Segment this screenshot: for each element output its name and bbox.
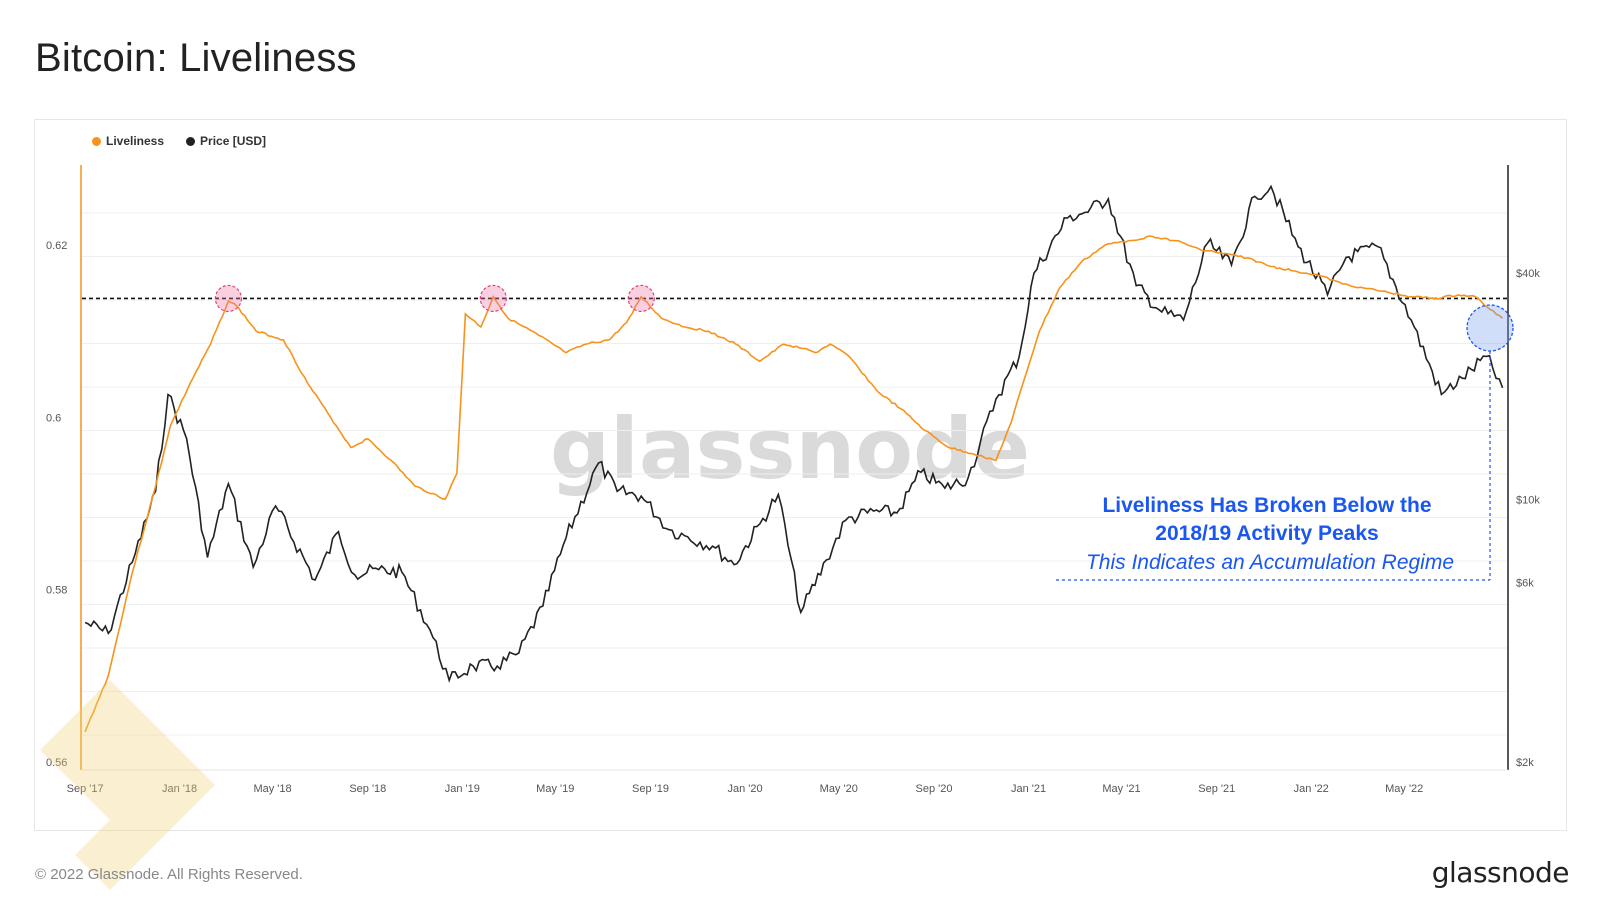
page-title: Bitcoin: Liveliness bbox=[35, 36, 357, 80]
series-line-price bbox=[84, 184, 1504, 683]
y-right-tick-label: $6k bbox=[1516, 578, 1534, 590]
annotation-line-2: 2018/19 Activity Peaks bbox=[1155, 522, 1378, 545]
breakdown-highlight-circle bbox=[1466, 304, 1514, 352]
x-tick-label: Jan '22 bbox=[1294, 783, 1329, 795]
legend: Liveliness Price [USD] bbox=[92, 134, 266, 148]
y-left-tick-label: 0.58 bbox=[46, 585, 67, 597]
x-tick-label: Sep '19 bbox=[632, 783, 669, 795]
x-tick-label: May '20 bbox=[820, 783, 858, 795]
annotation-line-3: This Indicates an Accumulation Regime bbox=[1086, 551, 1454, 574]
chart-frame bbox=[34, 119, 1567, 831]
corner-diamond bbox=[145, 750, 215, 820]
x-tick-label: Jan '18 bbox=[162, 783, 197, 795]
y-right-tick-label: $2k bbox=[1516, 757, 1534, 769]
series-line-liveliness bbox=[84, 235, 1504, 733]
corner-diamond bbox=[110, 715, 180, 785]
corner-diamond bbox=[75, 820, 145, 890]
x-tick-label: May '22 bbox=[1385, 783, 1423, 795]
x-tick-label: May '19 bbox=[536, 783, 574, 795]
footer-copyright: © 2022 Glassnode. All Rights Reserved. bbox=[35, 866, 303, 883]
corner-diamond bbox=[110, 785, 180, 855]
legend-item-price[interactable]: Price [USD] bbox=[186, 134, 266, 148]
x-tick-label: Sep '17 bbox=[67, 783, 104, 795]
x-tick-label: Jan '20 bbox=[727, 783, 762, 795]
x-tick-label: Jan '21 bbox=[1011, 783, 1046, 795]
legend-dot-liveliness bbox=[92, 136, 101, 146]
x-tick-label: Sep '18 bbox=[349, 783, 386, 795]
peak-marker bbox=[479, 284, 507, 313]
footer-logo: glassnode bbox=[1431, 856, 1570, 889]
legend-label-price: Price [USD] bbox=[200, 134, 267, 148]
x-tick-label: May '21 bbox=[1102, 783, 1140, 795]
corner-decoration bbox=[40, 680, 215, 890]
watermark: glassnode bbox=[550, 400, 1030, 498]
corner-diamond bbox=[75, 680, 145, 750]
x-tick-label: Jan '19 bbox=[445, 783, 480, 795]
y-left-tick-label: 0.62 bbox=[46, 240, 67, 252]
corner-diamond bbox=[40, 715, 110, 785]
x-tick-label: Sep '21 bbox=[1198, 783, 1235, 795]
peak-marker bbox=[214, 284, 242, 313]
legend-item-liveliness[interactable]: Liveliness bbox=[92, 134, 164, 148]
legend-dot-price bbox=[186, 136, 196, 146]
annotation-line-1: Liveliness Has Broken Below the bbox=[1102, 494, 1431, 517]
y-right-tick-label: $40k bbox=[1516, 268, 1540, 280]
y-left-tick-label: 0.6 bbox=[46, 412, 61, 424]
x-tick-label: Sep '20 bbox=[916, 783, 953, 795]
y-left-tick-label: 0.56 bbox=[46, 757, 67, 769]
y-right-tick-label: $10k bbox=[1516, 494, 1540, 506]
peak-marker bbox=[627, 284, 655, 313]
corner-diamond bbox=[75, 750, 145, 820]
x-tick-label: May '18 bbox=[253, 783, 291, 795]
legend-label-liveliness: Liveliness bbox=[106, 134, 165, 148]
